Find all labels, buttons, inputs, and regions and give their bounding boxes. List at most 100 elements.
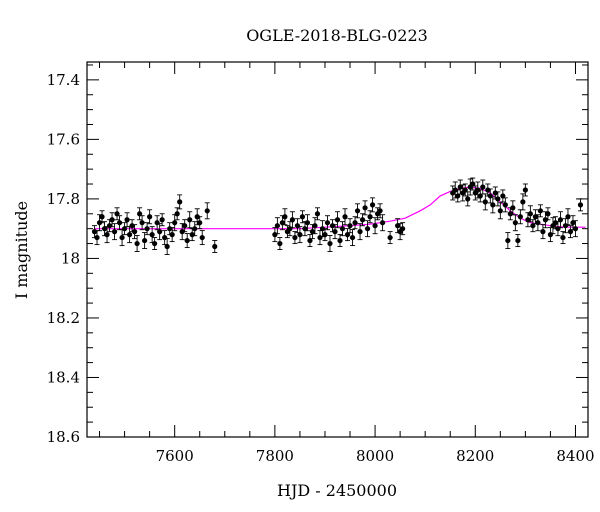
data-marker [172, 220, 178, 226]
data-marker [379, 220, 386, 226]
data-marker [500, 193, 506, 199]
data-point [327, 235, 333, 252]
data-marker [279, 220, 285, 226]
data-marker [167, 226, 173, 232]
data-marker [400, 226, 406, 232]
data-point [142, 232, 148, 250]
data-point [184, 233, 190, 249]
data-marker [309, 229, 316, 235]
data-marker [537, 208, 544, 214]
data-marker [462, 187, 468, 193]
data-marker [119, 234, 125, 241]
plot-frame [86, 61, 589, 438]
data-marker [369, 202, 376, 208]
data-marker [329, 223, 336, 229]
chart-title: OGLE-2018-BLG-0223 [246, 26, 428, 45]
data-marker [307, 237, 313, 244]
y-tick-label: 17.4 [47, 71, 80, 89]
data-point [477, 189, 483, 203]
data-point [302, 221, 308, 237]
data-point [322, 228, 328, 242]
data-point [400, 222, 406, 236]
axes: 7600 7800 8000 8200 8400 17.4 17.6 17.8 18 18.2 18… [47, 61, 595, 465]
data-marker [452, 187, 458, 193]
data-marker [337, 237, 343, 244]
data-marker [455, 193, 461, 199]
data-marker [349, 234, 356, 241]
data-marker [512, 220, 518, 226]
data-point [179, 223, 185, 241]
data-point [527, 205, 533, 223]
data-point [289, 211, 296, 229]
data-marker [96, 220, 103, 226]
data-marker [197, 220, 203, 226]
data-marker [527, 211, 533, 217]
data-marker [372, 223, 378, 229]
data-marker [194, 214, 200, 220]
data-marker [94, 234, 100, 241]
data-marker [475, 187, 481, 193]
data-point [495, 191, 501, 207]
data-point [342, 208, 348, 226]
data-point [119, 229, 125, 247]
data-marker [289, 217, 296, 223]
data-point [577, 198, 584, 212]
data-point [395, 218, 401, 234]
data-marker [319, 226, 326, 232]
data-marker [272, 232, 278, 238]
data-marker [174, 211, 180, 217]
data-marker [204, 208, 210, 214]
data-point [199, 230, 205, 246]
data-marker [545, 211, 551, 217]
data-point [362, 200, 368, 216]
data-point [512, 214, 518, 232]
data-point [109, 212, 115, 228]
data-point [530, 219, 536, 233]
data-point [339, 221, 346, 237]
data-point [272, 227, 278, 243]
data-point [279, 215, 285, 231]
data-point [472, 185, 478, 201]
data-point [502, 197, 508, 213]
data-point [307, 234, 313, 248]
data-marker [324, 220, 331, 226]
data-point [182, 219, 188, 233]
data-marker [487, 193, 493, 199]
data-point [304, 214, 311, 232]
data-marker [277, 240, 283, 247]
data-marker [302, 226, 308, 232]
data-marker [485, 187, 491, 193]
data-marker [515, 237, 521, 244]
data-marker [287, 226, 293, 232]
data-marker [182, 223, 188, 229]
data-point [299, 210, 306, 224]
data-point [96, 214, 103, 232]
data-marker [139, 220, 145, 226]
data-marker [532, 214, 538, 220]
y-tick-label: 18.2 [47, 309, 80, 327]
x-axis-title: HJD - 2450000 [277, 481, 397, 500]
data-marker [344, 232, 351, 238]
data-marker [189, 232, 195, 238]
data-marker [91, 229, 98, 235]
data-point [525, 212, 531, 228]
data-marker [109, 217, 115, 223]
data-marker [274, 223, 280, 229]
data-point [537, 204, 544, 218]
data-marker [304, 220, 311, 226]
data-point [565, 208, 571, 226]
data-marker [187, 217, 193, 223]
data-marker [395, 223, 401, 229]
data-point [510, 200, 516, 216]
data-point [137, 207, 143, 221]
data-point [387, 231, 393, 245]
data-marker [507, 211, 513, 217]
y-tick-label: 18.4 [47, 368, 80, 386]
data-point [347, 218, 353, 234]
data-point [470, 177, 476, 191]
data-point [282, 208, 288, 226]
data-point [147, 209, 153, 225]
data-point [332, 224, 338, 240]
data-marker [497, 208, 503, 214]
data-marker [164, 243, 170, 250]
